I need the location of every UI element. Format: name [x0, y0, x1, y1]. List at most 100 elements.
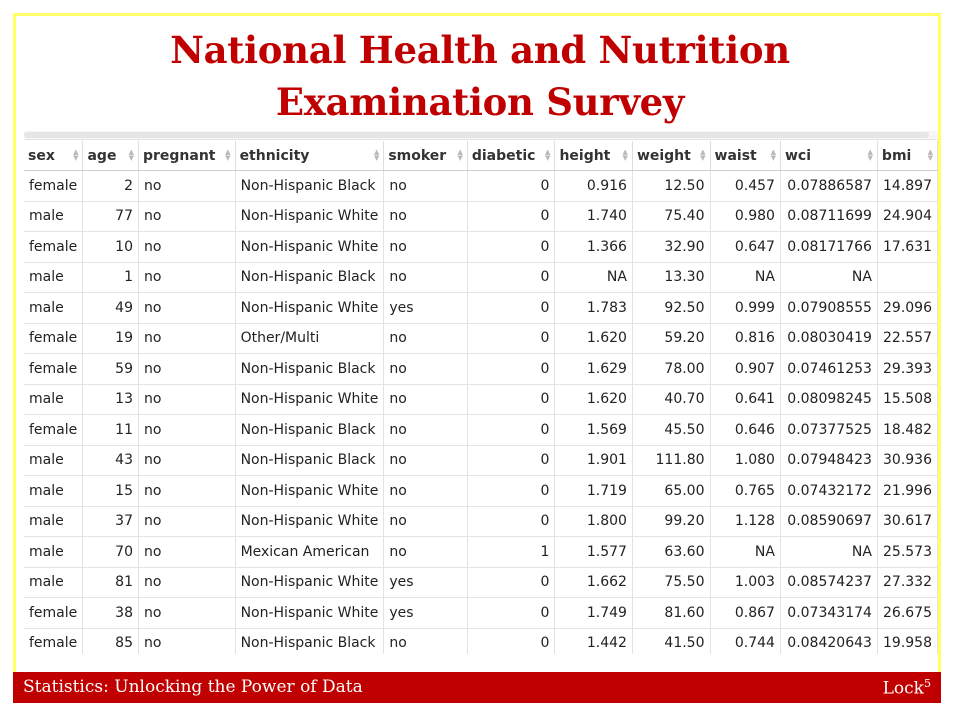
cell-bmi: 22.557: [877, 323, 938, 354]
column-header-smoker[interactable]: smoker ▲ ▼: [383, 141, 468, 171]
cell-bmi: 30.936: [877, 445, 938, 476]
cell-smoker: no: [383, 201, 468, 232]
cell-ethnicity: Other/Multi: [235, 323, 385, 354]
sort-arrows-icon[interactable]: ▲ ▼: [545, 148, 551, 162]
cell-weight: 81.60: [632, 597, 711, 629]
cell-waist: 0.744: [710, 628, 781, 654]
cell-height: 1.629: [554, 353, 633, 385]
cell-pregnant: no: [138, 323, 236, 354]
cell-pregnant: no: [138, 567, 236, 598]
column-header-pregnant[interactable]: pregnant ▲ ▼: [138, 141, 236, 171]
cell-waist: 0.867: [710, 597, 781, 629]
cell-pregnant: no: [138, 628, 236, 654]
cell-diabetic: 0: [467, 414, 556, 446]
cell-waist: NA: [710, 536, 781, 568]
cell-height: 1.620: [554, 384, 633, 415]
cell-waist: NA: [710, 262, 781, 293]
table-row: female 85 no Non-Hispanic Black no 0 1.442 41.5…: [24, 628, 938, 654]
cell-waist: 1.080: [710, 445, 781, 476]
table-row: male 13 no Non-Hispanic White no 0 1.620 40.70 0…: [24, 384, 938, 415]
table-row: male 1 no Non-Hispanic Black no 0 NA 13.30 NA NA: [24, 262, 938, 293]
cell-waist: 0.999: [710, 292, 781, 324]
cell-weight: 59.20: [632, 323, 711, 354]
cell-smoker: yes: [383, 292, 468, 324]
cell-pregnant: no: [138, 475, 236, 507]
cell-height: 1.749: [554, 597, 633, 629]
column-header-label: bmi: [881, 147, 912, 164]
column-header-label: pregnant: [142, 147, 216, 164]
cell-smoker: no: [383, 353, 468, 385]
cell-sex: female: [24, 628, 84, 654]
cell-smoker: no: [383, 475, 468, 507]
cell-height: 1.366: [554, 231, 633, 263]
horizontal-scrollbar[interactable]: [24, 131, 938, 140]
title-line-1: National Health and Nutrition: [170, 28, 790, 72]
cell-wci: 0.08420643: [780, 628, 878, 654]
column-header-weight[interactable]: weight ▲ ▼: [632, 141, 711, 171]
column-header-bmi[interactable]: bmi ▲ ▼: [877, 141, 938, 171]
cell-weight: 32.90: [632, 231, 711, 263]
cell-waist: 0.646: [710, 414, 781, 446]
cell-diabetic: 0: [467, 262, 556, 293]
column-header-label: weight: [636, 147, 691, 164]
cell-diabetic: 0: [467, 628, 556, 654]
cell-bmi: 26.675: [877, 597, 938, 629]
column-header-label: ethnicity: [239, 147, 310, 164]
cell-bmi: 15.508: [877, 384, 938, 415]
table-row: male 70 no Mexican American no 1 1.577 63.60 NA N…: [24, 536, 938, 568]
column-header-diabetic[interactable]: diabetic ▲ ▼: [467, 141, 556, 171]
sort-arrows-icon[interactable]: ▲ ▼: [373, 148, 380, 162]
cell-age: 70: [82, 536, 139, 568]
column-header-label: sex: [28, 147, 55, 164]
sort-arrows-icon[interactable]: ▲ ▼: [225, 148, 231, 162]
cell-height: 1.740: [554, 201, 633, 232]
column-header-wci[interactable]: wci ▲ ▼: [780, 141, 878, 171]
cell-diabetic: 0: [467, 231, 556, 263]
table-row: male 43 no Non-Hispanic Black no 0 1.901 111.80…: [24, 445, 938, 476]
cell-sex: female: [24, 231, 84, 263]
cell-smoker: no: [383, 414, 468, 446]
scrollbar-thumb[interactable]: [24, 132, 929, 138]
cell-ethnicity: Non-Hispanic Black: [235, 414, 385, 446]
cell-smoker: no: [383, 323, 468, 354]
column-header-height[interactable]: height ▲ ▼: [554, 141, 633, 171]
column-header-sex[interactable]: sex ▲ ▼: [24, 141, 84, 171]
table-row: male 15 no Non-Hispanic White no 0 1.719 65.00 0…: [24, 475, 938, 507]
cell-waist: 0.641: [710, 384, 781, 415]
column-header-waist[interactable]: waist ▲ ▼: [710, 141, 781, 171]
footer-book-title: Statistics: Unlocking the Power of Data: [23, 677, 363, 697]
sort-arrows-icon[interactable]: ▲ ▼: [700, 148, 706, 162]
sort-arrows-icon[interactable]: ▲ ▼: [73, 148, 79, 162]
column-header-ethnicity[interactable]: ethnicity ▲ ▼: [235, 141, 385, 171]
cell-wci: 0.07948423: [780, 445, 878, 476]
column-header-age[interactable]: age ▲ ▼: [82, 141, 139, 171]
cell-wci: 0.08030419: [780, 323, 878, 354]
cell-bmi: 25.573: [877, 536, 938, 568]
sort-arrows-icon[interactable]: ▲ ▼: [770, 148, 776, 162]
sort-arrows-icon[interactable]: ▲ ▼: [927, 148, 933, 162]
table-row: female 19 no Other/Multi no 0 1.620 59.20 0.816 0…: [24, 323, 938, 354]
cell-bmi: 18.482: [877, 414, 938, 446]
cell-age: 15: [82, 475, 139, 507]
cell-ethnicity: Non-Hispanic White: [235, 384, 385, 415]
cell-weight: 45.50: [632, 414, 711, 446]
sort-arrows-icon[interactable]: ▲ ▼: [457, 148, 463, 162]
sort-arrows-icon[interactable]: ▲ ▼: [867, 148, 873, 162]
slide-title: National Health and Nutrition Examinatio…: [16, 24, 944, 128]
cell-diabetic: 0: [467, 384, 556, 415]
cell-ethnicity: Non-Hispanic Black: [235, 353, 385, 385]
sort-arrows-icon[interactable]: ▲ ▼: [622, 148, 628, 162]
cell-pregnant: no: [138, 384, 236, 415]
cell-bmi: 30.617: [877, 506, 938, 537]
sort-arrows-icon[interactable]: ▲ ▼: [128, 148, 134, 162]
cell-pregnant: no: [138, 506, 236, 537]
cell-wci: 0.08590697: [780, 506, 878, 537]
cell-smoker: no: [383, 384, 468, 415]
cell-waist: 1.128: [710, 506, 781, 537]
cell-sex: male: [24, 384, 84, 415]
cell-age: 19: [82, 323, 139, 354]
cell-age: 11: [82, 414, 139, 446]
cell-smoker: no: [383, 170, 468, 202]
cell-pregnant: no: [138, 414, 236, 446]
cell-pregnant: no: [138, 262, 236, 293]
